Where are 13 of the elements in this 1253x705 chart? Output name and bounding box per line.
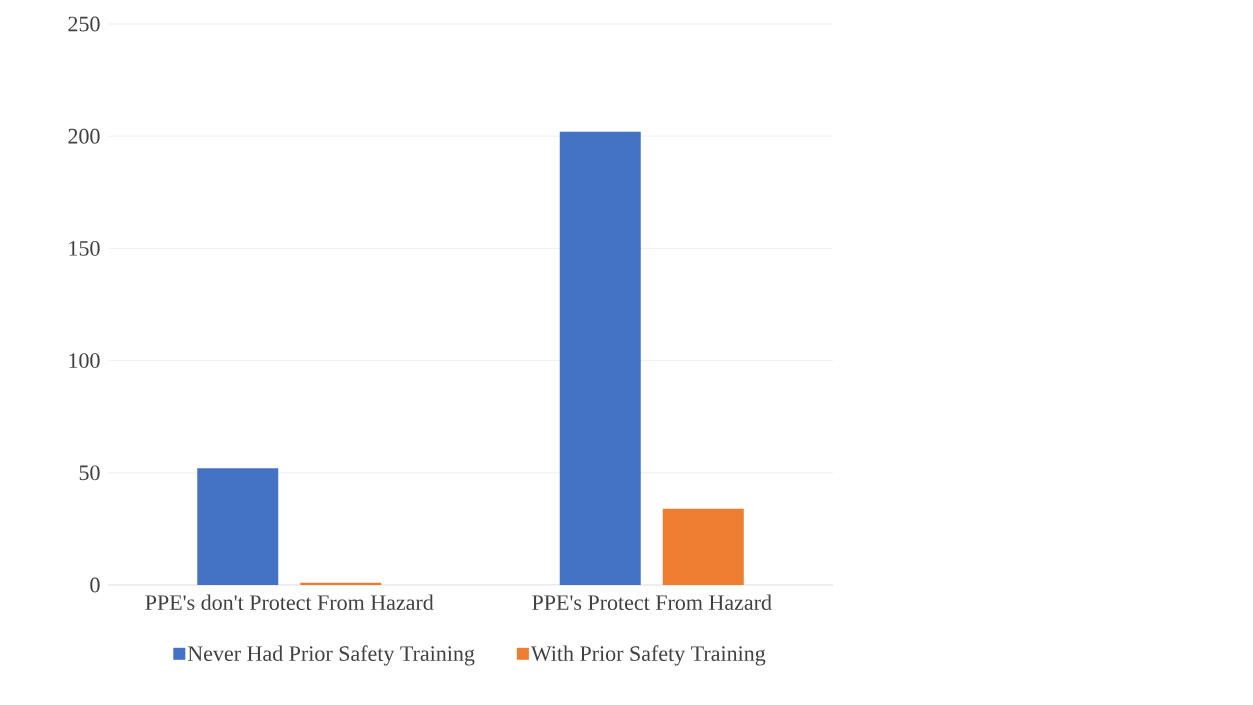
- legend-label: Never Had Prior Safety Training: [187, 645, 475, 666]
- y-tick-label: 150: [69, 240, 100, 256]
- x-tick-label: PPE's don't Protect From Hazard: [145, 594, 434, 611]
- y-tick-label: 100: [69, 353, 100, 369]
- bar: [197, 468, 279, 585]
- y-tick-label: 0: [90, 577, 100, 593]
- x-tick-label: PPE's Protect From Hazard: [532, 594, 772, 611]
- bar: [559, 131, 641, 585]
- bar: [662, 508, 744, 585]
- y-tick-label: 250: [68, 16, 100, 32]
- y-tick-label: 50: [79, 465, 100, 481]
- legend-label: With Prior Safety Training: [530, 645, 766, 666]
- y-tick-label: 200: [68, 128, 100, 144]
